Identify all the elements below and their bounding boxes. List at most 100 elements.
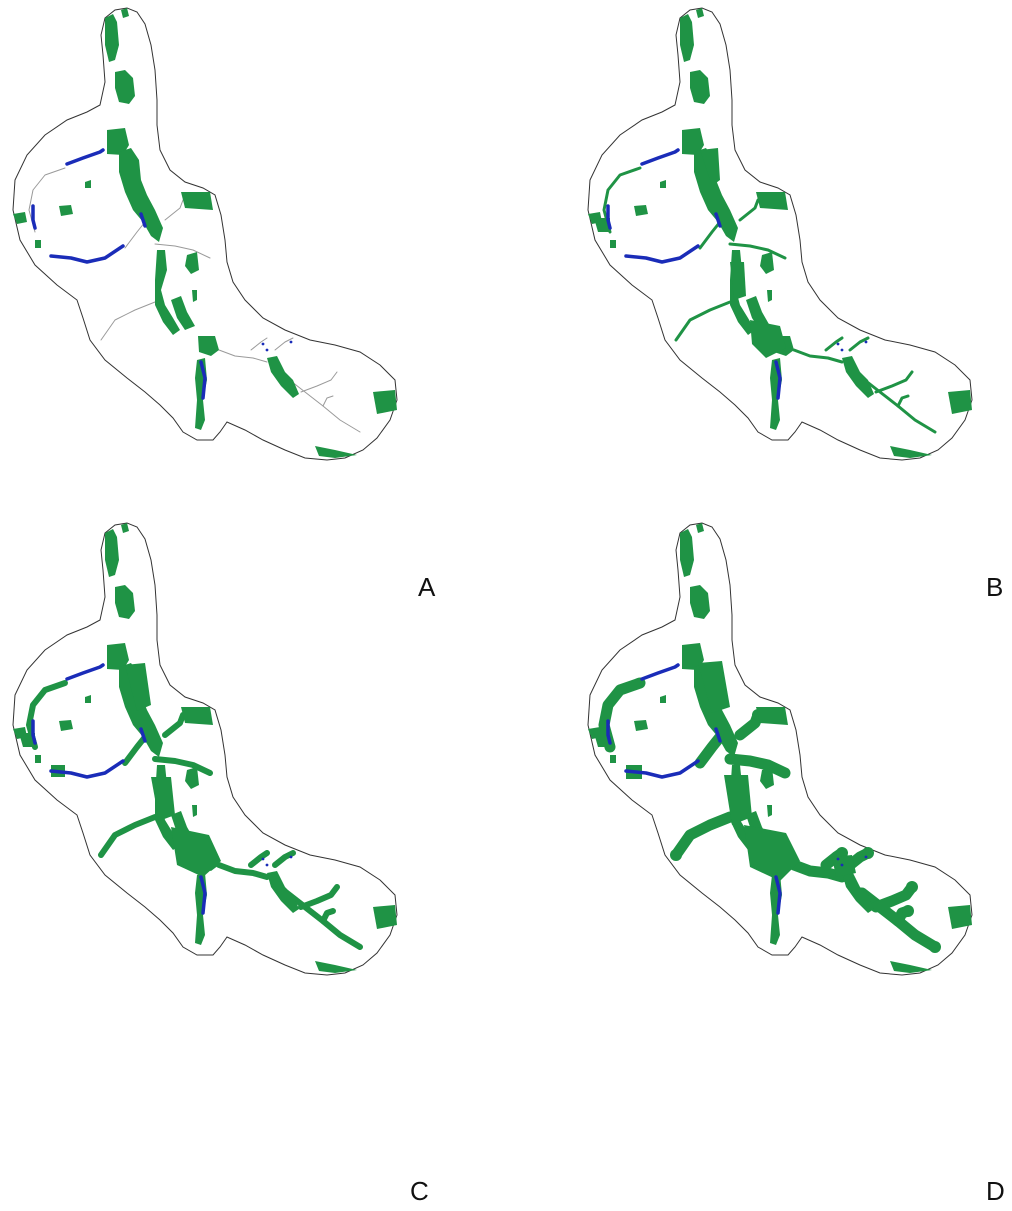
water-feature-5 (714, 212, 722, 228)
map-panel-c (5, 515, 405, 985)
study-area-boundary (12, 7, 398, 461)
corridor-8 (598, 677, 646, 753)
corridor-1 (154, 243, 211, 259)
water-feature-2 (606, 719, 612, 745)
water-feature-1 (65, 663, 105, 681)
corridor-6 (300, 371, 338, 393)
habitat-patch-19 (35, 755, 41, 763)
water-marker-1 (836, 342, 840, 346)
corridor-3 (674, 300, 732, 342)
habitat-patch-extra-4 (744, 825, 800, 881)
corridor-11 (848, 336, 870, 352)
habitat-patch-5 (694, 148, 738, 242)
habitat-patch-6 (181, 192, 213, 210)
habitat-patch-16 (373, 905, 397, 929)
water-feature-1 (65, 148, 105, 166)
habitat-patch-7 (85, 695, 91, 703)
study-area-boundary (587, 7, 973, 461)
water-feature-5 (714, 727, 722, 743)
water-feature-3 (624, 759, 700, 779)
corridor-8 (26, 680, 68, 750)
corridor-11 (274, 337, 294, 351)
habitat-patch-9 (185, 252, 199, 274)
corridor-1 (152, 756, 213, 776)
habitat-patch-7 (660, 180, 666, 188)
water-marker-1 (261, 857, 265, 861)
corridor-8 (602, 166, 642, 234)
water-marker-2 (265, 863, 269, 867)
habitat-patch-4 (682, 128, 704, 155)
corridor-node-1 (670, 849, 682, 861)
water-feature-4 (199, 875, 207, 915)
habitat-patch-1 (105, 14, 119, 62)
water-feature-3 (49, 759, 125, 779)
water-marker-3 (864, 340, 868, 344)
habitat-patch-5 (119, 663, 163, 757)
habitat-patch-6 (181, 707, 213, 725)
corridor-3 (98, 814, 158, 858)
habitat-patch-15 (842, 356, 874, 398)
habitat-patch-15 (267, 871, 299, 913)
corridor-10 (250, 337, 268, 351)
habitat-patch-7 (85, 180, 91, 188)
map-c (12, 522, 398, 976)
panel-letter-a: A (418, 572, 436, 602)
map-a (12, 7, 398, 461)
habitat-patch-3 (690, 585, 710, 619)
corridor-4 (216, 862, 270, 880)
water-feature-2 (31, 204, 37, 230)
corridor-9 (122, 734, 148, 766)
water-feature-5 (139, 727, 147, 743)
habitat-patch-2 (696, 523, 704, 533)
corridor-8 (28, 167, 66, 233)
study-area-boundary (12, 522, 398, 976)
water-feature-2 (31, 719, 37, 745)
habitat-patch-9 (185, 767, 199, 789)
panel-letter-c: C (410, 1176, 429, 1206)
corridor-1 (728, 242, 787, 260)
habitat-patch-extra-2 (125, 663, 151, 711)
map-panel-d (580, 515, 980, 985)
corridor-4 (788, 859, 848, 883)
water-feature-3 (624, 244, 700, 264)
corridor-6 (874, 370, 914, 394)
corridor-node-6 (862, 847, 874, 859)
corridor-9 (698, 220, 722, 250)
habitat-patch-19 (610, 240, 616, 248)
corridor-4 (792, 348, 844, 364)
habitat-patch-extra-1 (594, 218, 610, 232)
corridor-9 (124, 221, 146, 249)
corridor-10 (824, 336, 844, 352)
habitat-patch-1 (680, 14, 694, 62)
water-feature-3 (49, 244, 125, 264)
habitat-patch-8 (59, 720, 73, 731)
corridor-6 (298, 884, 340, 910)
habitat-patch-13 (767, 290, 772, 302)
habitat-patch-7 (660, 695, 666, 703)
habitat-patch-extra-1 (19, 733, 35, 747)
habitat-patch-17 (890, 446, 932, 458)
corridor-3 (100, 301, 156, 341)
habitat-patch-11 (746, 296, 770, 330)
habitat-patch-extra-4 (750, 320, 786, 358)
corridor-7 (896, 394, 910, 408)
corridor-node-4 (902, 905, 914, 917)
habitat-patch-2 (696, 8, 704, 18)
water-feature-4 (199, 360, 207, 400)
habitat-patch-2 (121, 8, 129, 18)
map-b (587, 7, 973, 461)
corridor-2 (164, 199, 184, 221)
water-marker-2 (840, 863, 844, 867)
habitat-patch-extra-4 (171, 827, 221, 877)
habitat-patch-13 (192, 805, 197, 817)
habitat-patch-19 (35, 240, 41, 248)
habitat-patch-10 (155, 250, 180, 335)
corridor-node-2 (929, 941, 941, 953)
habitat-patch-16 (373, 390, 397, 414)
habitat-patch-extra-3 (724, 775, 752, 825)
water-feature-1 (640, 148, 680, 166)
water-feature-5 (139, 212, 147, 228)
water-marker-1 (261, 342, 265, 346)
water-marker-3 (289, 340, 293, 344)
map-panel-b (580, 0, 980, 470)
